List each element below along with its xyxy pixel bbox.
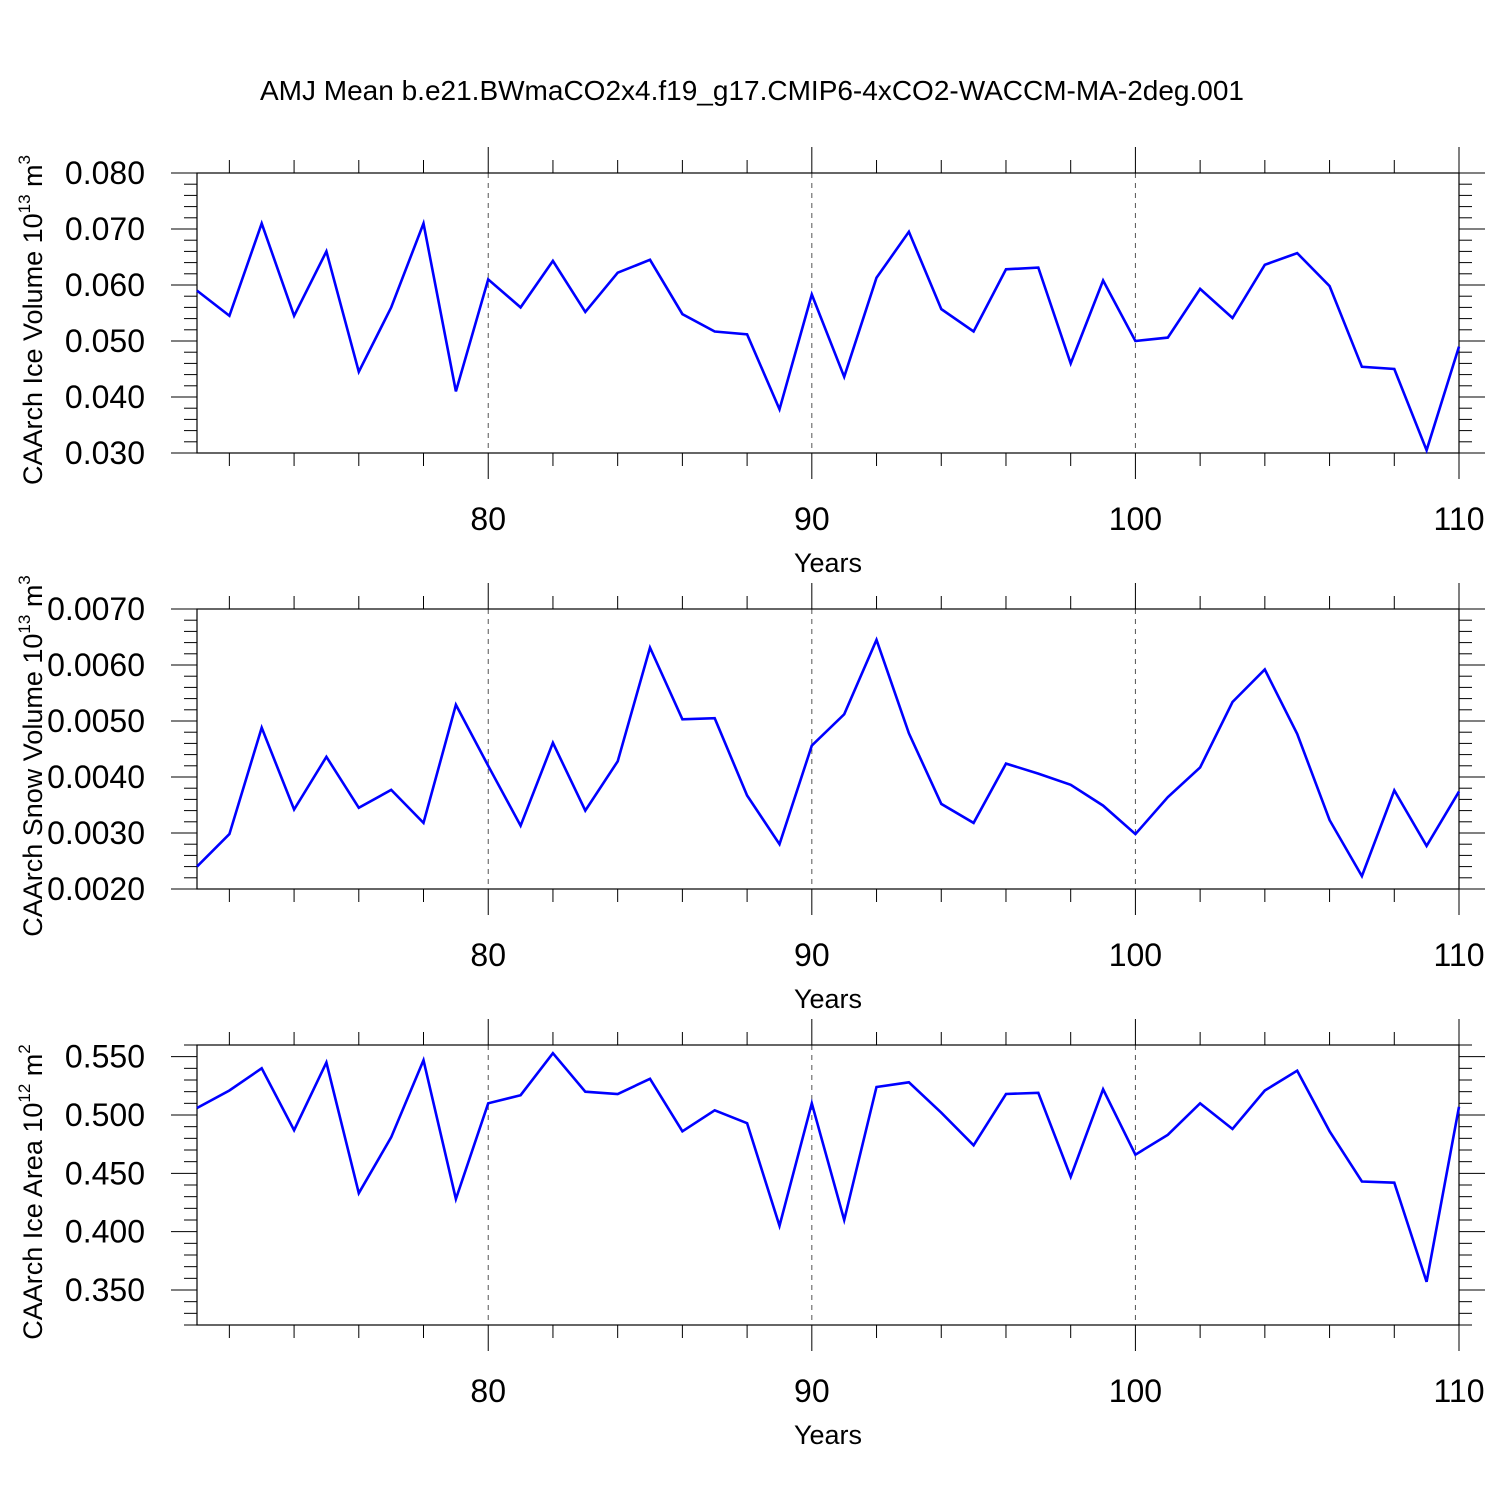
y-tick-label: 0.0070 — [47, 591, 145, 627]
x-tick-label: 110 — [1433, 1373, 1484, 1409]
x-tick-label: 90 — [794, 1373, 830, 1409]
y-tick-label: 0.350 — [65, 1272, 145, 1308]
panel-1: 0.030 0.040 0.050 0.060 0.070 0.080 80 90 100 110… — [15, 147, 1485, 578]
y-tick-label: 0.040 — [65, 379, 145, 415]
x-axis-title: Years — [794, 984, 862, 1014]
y-axis-title-exponent: 3 — [15, 575, 34, 584]
y-tick-label: 0.550 — [65, 1039, 145, 1075]
chart-title: AMJ Mean b.e21.BWmaCO2x4.f19_g17.CMIP6-4… — [260, 75, 1244, 106]
x-tick-label: 110 — [1433, 501, 1484, 537]
y-axis-title-text: m — [18, 164, 48, 194]
x-tick-label: 90 — [794, 937, 830, 973]
y-tick-label: 0.0040 — [47, 759, 145, 795]
x-tick-label: 100 — [1109, 937, 1162, 973]
x-tick-label: 110 — [1433, 937, 1484, 973]
y-tick-label: 0.080 — [65, 155, 145, 191]
y-tick-label: 0.0050 — [47, 703, 145, 739]
series-line — [196, 636, 1461, 880]
x-axis-title: Years — [794, 548, 862, 578]
y-axis-title-text: CAArch Ice Volume 10 — [18, 213, 48, 485]
x-tick-label: 100 — [1109, 501, 1162, 537]
panel-2: 0.0020 0.0030 0.0040 0.0050 0.0060 0.0070 80 90… — [15, 575, 1485, 1014]
y-tick-label: 0.500 — [65, 1097, 145, 1133]
x-tick-label: 80 — [470, 501, 506, 537]
panels: 0.030 0.040 0.050 0.060 0.070 0.080 80 90 100 110… — [15, 147, 1485, 1450]
y-axis-title-exponent: 3 — [15, 155, 34, 164]
y-tick-label: 0.0030 — [47, 815, 145, 851]
y-axis-title: CAArch Snow Volume 1013 m3 — [15, 575, 48, 937]
y-tick-label: 0.400 — [65, 1214, 145, 1250]
y-axis-title-text: m — [18, 585, 48, 615]
y-tick-label: 0.030 — [65, 435, 145, 471]
y-axis-title-exponent: 2 — [15, 1044, 34, 1053]
y-tick-label: 0.070 — [65, 211, 145, 247]
x-tick-label: 80 — [470, 1373, 506, 1409]
plot-frame — [196, 608, 1460, 890]
y-tick-label: 0.050 — [65, 323, 145, 359]
y-axis-title-exponent: 13 — [15, 615, 34, 634]
panel-3: 0.350 0.400 0.450 0.500 0.550 80 90 100 110 Years… — [15, 1019, 1485, 1450]
plot-frame — [196, 1044, 1460, 1326]
x-tick-label: 80 — [470, 937, 506, 973]
y-axis-title-exponent: 12 — [15, 1084, 34, 1103]
x-axis-title: Years — [794, 1420, 862, 1450]
y-axis-title-text: CAArch Ice Area 10 — [18, 1103, 48, 1340]
y-tick-label: 0.450 — [65, 1155, 145, 1191]
y-axis-title-text: m — [18, 1054, 48, 1084]
y-tick-label: 0.0020 — [47, 871, 145, 907]
y-tick-label: 0.060 — [65, 267, 145, 303]
x-tick-label: 100 — [1109, 1373, 1162, 1409]
x-tick-label: 90 — [794, 501, 830, 537]
series-line — [196, 1051, 1461, 1283]
y-axis-title-exponent: 13 — [15, 194, 34, 213]
y-axis-title: CAArch Ice Volume 1013 m3 — [15, 155, 48, 485]
series-line — [196, 218, 1461, 455]
y-tick-label: 0.0060 — [47, 647, 145, 683]
plot-frame — [196, 172, 1460, 454]
y-axis-title: CAArch Ice Area 1012 m2 — [15, 1044, 48, 1340]
y-axis-title-text: CAArch Snow Volume 10 — [18, 634, 48, 937]
